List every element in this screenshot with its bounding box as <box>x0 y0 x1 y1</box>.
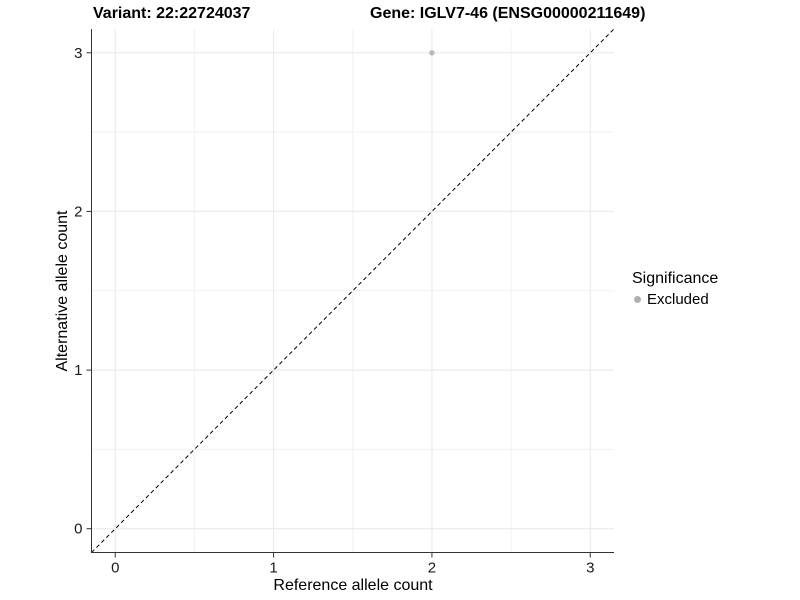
y-tick-label: 0 <box>74 521 82 538</box>
excluded-point-icon <box>634 296 641 303</box>
y-tick-label: 3 <box>74 45 82 62</box>
x-axis-title: Reference allele count <box>273 577 433 594</box>
x-tick-label: 3 <box>586 560 594 577</box>
identity-dashed-line <box>91 28 615 553</box>
plot-title-gene: Gene: IGLV7-46 (ENSG00000211649) <box>370 5 646 22</box>
legend-item-excluded: Excluded <box>632 291 718 308</box>
legend: Significance Excluded <box>632 270 718 308</box>
x-tick-label: 0 <box>111 560 119 577</box>
x-tick-label: 1 <box>269 560 277 577</box>
y-tick-label: 1 <box>74 362 82 379</box>
y-axis-title: Alternative allele count <box>54 210 71 372</box>
x-tick-label: 2 <box>428 560 436 577</box>
legend-item-label: Excluded <box>647 291 709 308</box>
plot-title-variant: Variant: 22:22724037 <box>93 5 251 22</box>
y-tick-label: 2 <box>74 203 82 220</box>
data-point-excluded <box>429 50 435 56</box>
legend-title: Significance <box>632 270 719 287</box>
